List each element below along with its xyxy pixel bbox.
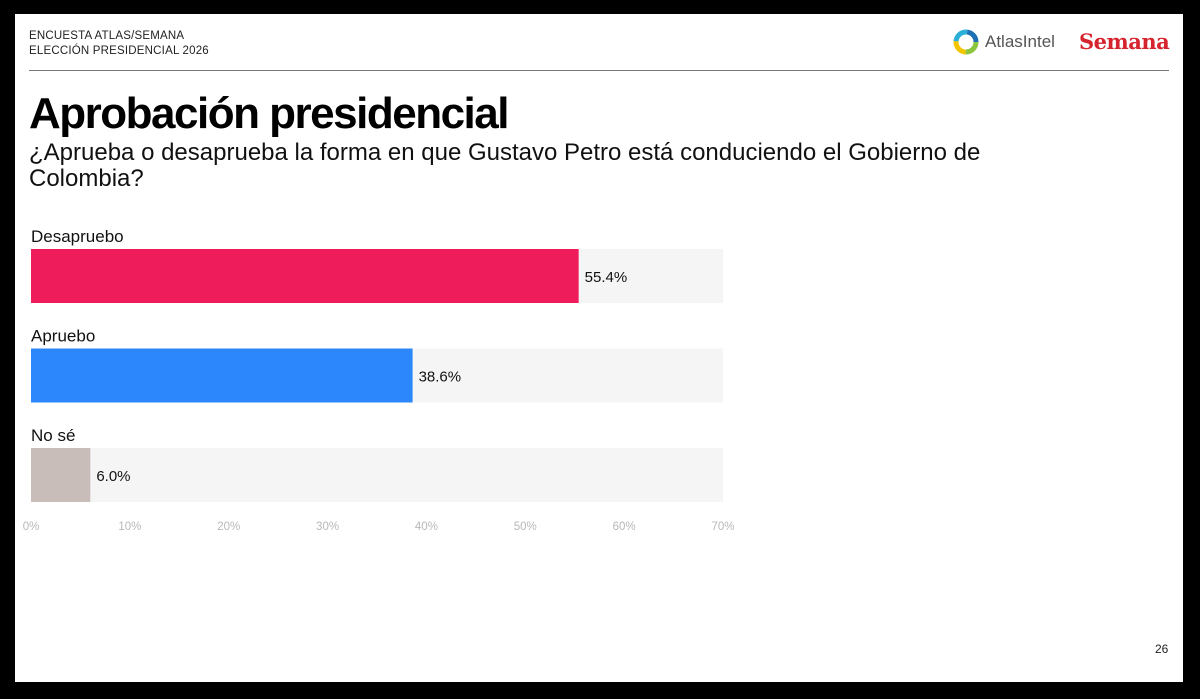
atlasintel-logo: AtlasIntel: [953, 28, 1055, 56]
bar-category-label: Desapruebo: [31, 227, 124, 246]
page-title: Aprobación presidencial: [29, 89, 509, 138]
survey-label: ENCUESTA ATLAS/SEMANA ELECCIÓN PRESIDENC…: [29, 29, 209, 59]
bar: [31, 348, 413, 403]
x-tick-label: 70%: [711, 521, 734, 533]
survey-line-1: ENCUESTA ATLAS/SEMANA: [29, 30, 185, 42]
slide: ENCUESTA ATLAS/SEMANA ELECCIÓN PRESIDENC…: [15, 14, 1183, 682]
bar-track: [31, 448, 723, 502]
x-tick-label: 60%: [613, 521, 636, 533]
x-tick-label: 50%: [514, 521, 537, 533]
atlasintel-logo-icon: [953, 29, 979, 55]
bar: [31, 249, 579, 303]
bar-category-label: Apruebo: [31, 327, 95, 346]
bar-category-label: No sé: [31, 426, 75, 445]
atlasintel-logo-text: AtlasIntel: [985, 32, 1055, 51]
bar-value-label: 38.6%: [419, 369, 462, 386]
page-subtitle: ¿Aprueba o desaprueba la forma en que Gu…: [29, 139, 981, 192]
x-tick-label: 10%: [118, 521, 141, 533]
x-tick-label: 0%: [23, 521, 40, 533]
x-tick-label: 40%: [415, 521, 438, 533]
semana-logo: Semana: [1079, 29, 1170, 54]
header-divider: [29, 70, 1169, 71]
x-tick-label: 30%: [316, 521, 339, 533]
survey-line-2: ELECCIÓN PRESIDENCIAL 2026: [29, 45, 209, 57]
bar: [31, 448, 91, 502]
bar-chart: Desapruebo 55.4% Apruebo 38.6% No sé 6.0% 0% 10…: [23, 227, 735, 533]
x-tick-label: 20%: [217, 521, 240, 533]
page-number: 26: [1155, 642, 1169, 656]
bar-value-label: 55.4%: [585, 269, 628, 286]
bar-value-label: 6.0%: [96, 468, 130, 485]
